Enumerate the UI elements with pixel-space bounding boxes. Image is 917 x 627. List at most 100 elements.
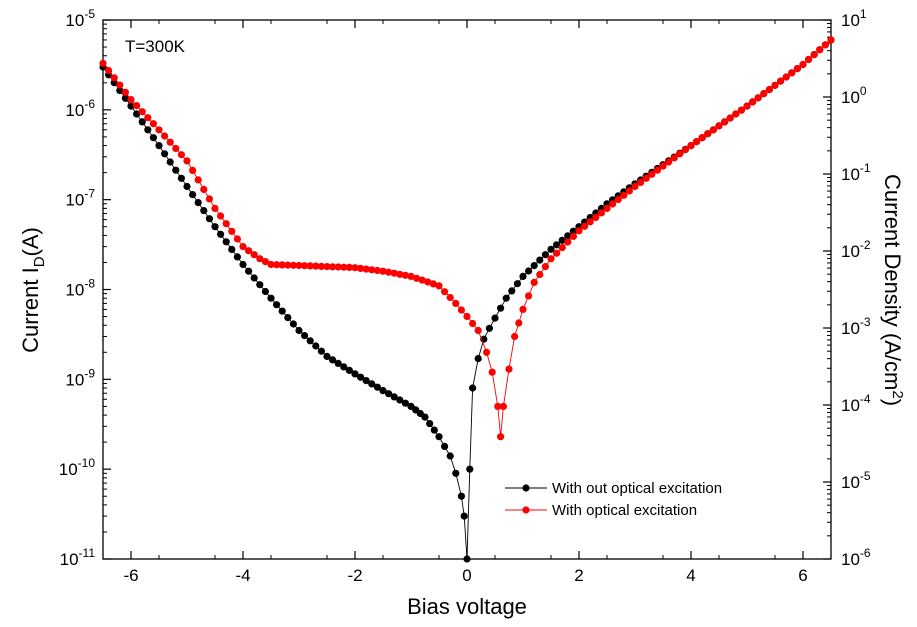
data-point [676,150,684,158]
data-point [418,276,426,284]
data-point [446,293,454,302]
data-point [519,272,527,280]
y-right-tick-label: 10-5 [841,469,871,492]
data-point [121,88,129,96]
x-tick-label: 4 [686,566,695,585]
data-point [228,227,236,235]
data-point [499,402,507,410]
data-point [765,85,774,94]
data-point [469,384,477,392]
y-left-tick-label: 10-8 [65,277,95,300]
data-point [261,258,269,266]
data-point [799,60,807,69]
data-point [466,465,474,473]
data-point [463,555,471,563]
data-point [693,138,701,146]
data-point [256,255,264,263]
data-point [497,433,505,441]
data-point [312,342,320,350]
data-point [385,390,393,398]
data-point [116,86,124,95]
data-point [687,142,695,150]
data-point [295,326,303,335]
legend-marker [522,506,530,514]
data-point [161,132,169,140]
data-point [289,320,297,328]
ticks [102,19,832,560]
data-point [732,110,740,118]
data-point [648,170,656,178]
data-point [715,122,723,130]
data-point [737,106,746,114]
data-point [435,282,443,290]
y-right-tick-label: 101 [841,7,867,30]
data-point [200,185,208,193]
data-point [317,347,325,355]
data-point [317,262,325,270]
data-point [222,220,230,228]
data-point [138,108,146,116]
data-point [586,218,594,226]
annotation-temperature: T=300K [125,37,186,56]
data-point [407,272,415,280]
y-right-tick-label: 10-6 [841,546,871,569]
data-point [138,118,146,126]
data-point [541,251,550,259]
data-point [99,59,107,67]
data-point [457,492,465,500]
y-axis-title-left: Current ID(A) [18,227,48,353]
data-point [323,263,331,271]
data-point [435,433,443,441]
data-point [441,442,449,450]
data-point [457,306,465,314]
data-point [530,262,538,270]
data-point [105,66,113,75]
tick-labels: -6 -4 -2 0 2 4 6 10-11 10-10 10-9 10-8 10-7 10-6 10-5… [59,7,871,585]
data-point [166,158,174,166]
data-point [183,157,191,165]
data-point [401,271,409,279]
data-point [665,158,673,166]
data-point [329,356,337,364]
data-point [558,244,566,252]
series-layer [99,36,835,563]
data-point [289,261,297,269]
data-point [194,199,202,207]
data-point [177,174,185,182]
data-point [385,268,393,276]
data-point [592,213,600,221]
legend-label: With out optical excitation [552,480,722,497]
data-point [273,261,281,269]
data-point [430,426,438,434]
data-point [301,262,309,270]
data-point [609,200,617,208]
data-point [704,130,712,138]
series-2 [99,36,835,441]
data-point [426,420,434,428]
data-point [250,251,258,259]
data-point [508,287,516,295]
data-point [329,263,337,271]
x-axis-title: Bias voltage [407,594,527,619]
data-point [256,281,264,289]
data-point [362,377,370,385]
data-point [446,452,454,460]
data-point [116,81,124,89]
data-point [547,245,555,253]
data-point [631,182,639,191]
data-point [575,227,583,235]
legend: With out optical excitation With optical … [505,480,722,519]
data-point [771,81,779,89]
data-point [245,247,253,255]
data-point [441,288,449,296]
data-point [312,262,320,270]
data-point [233,253,241,261]
data-point [295,261,303,270]
data-point [239,260,247,269]
data-point [155,126,163,134]
data-point [233,235,241,243]
data-point [581,222,589,230]
x-tick-label: -6 [123,566,138,585]
data-point [536,270,544,279]
data-point [155,142,163,150]
